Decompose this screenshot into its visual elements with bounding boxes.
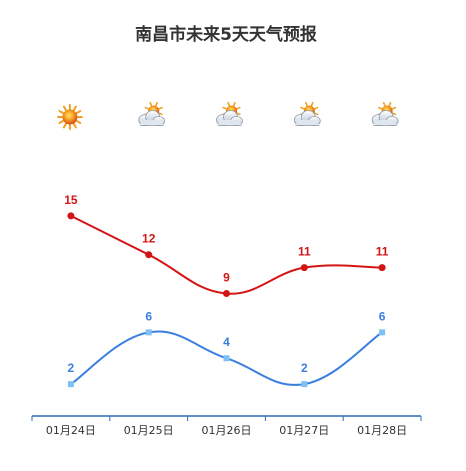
data-point-low[interactable] [67,381,74,388]
data-label-low: 6 [379,309,386,323]
data-label-low: 2 [68,361,75,375]
data-point-high[interactable] [67,212,75,220]
data-label-low: 4 [223,335,230,349]
data-label-low: 2 [301,361,308,375]
data-label-high: 12 [142,232,156,246]
partly-cloudy-icon [138,101,166,126]
x-tick-label: 01月25日 [124,424,174,437]
data-point-high[interactable] [145,251,153,259]
sunny-icon [56,104,83,130]
data-point-high[interactable] [378,264,386,272]
x-tick-label: 01月28日 [357,424,407,437]
series-high: 15 12 9 11 11 [64,193,389,298]
data-point-low[interactable] [301,381,308,388]
partly-cloudy-icon [371,101,399,126]
data-label-high: 15 [64,193,78,207]
data-point-high[interactable] [223,290,230,298]
weather-icon-row [56,101,399,130]
x-tick-label: 01月26日 [202,424,252,437]
data-label-high: 11 [376,245,389,259]
x-axis: 01月24日 01月25日 01月26日 01月27日 01月28日 [31,415,422,437]
data-label-high: 9 [223,271,230,285]
data-point-low[interactable] [223,355,230,362]
data-point-low[interactable] [145,329,152,336]
data-point-low[interactable] [379,329,386,336]
x-tick-label: 01月24日 [46,424,96,437]
x-tick-label: 01月27日 [279,424,329,437]
data-label-high: 11 [298,245,311,259]
series-low: 2 6 4 2 6 [67,309,386,388]
data-label-low: 6 [145,309,152,323]
series-layer: 15 12 9 11 11 2 6 4 2 6 [64,193,389,388]
chart-title: 南昌市未来5天天气预报 [135,24,317,45]
data-point-high[interactable] [300,264,308,272]
partly-cloudy-icon [216,101,243,126]
partly-cloudy-icon [293,101,321,126]
